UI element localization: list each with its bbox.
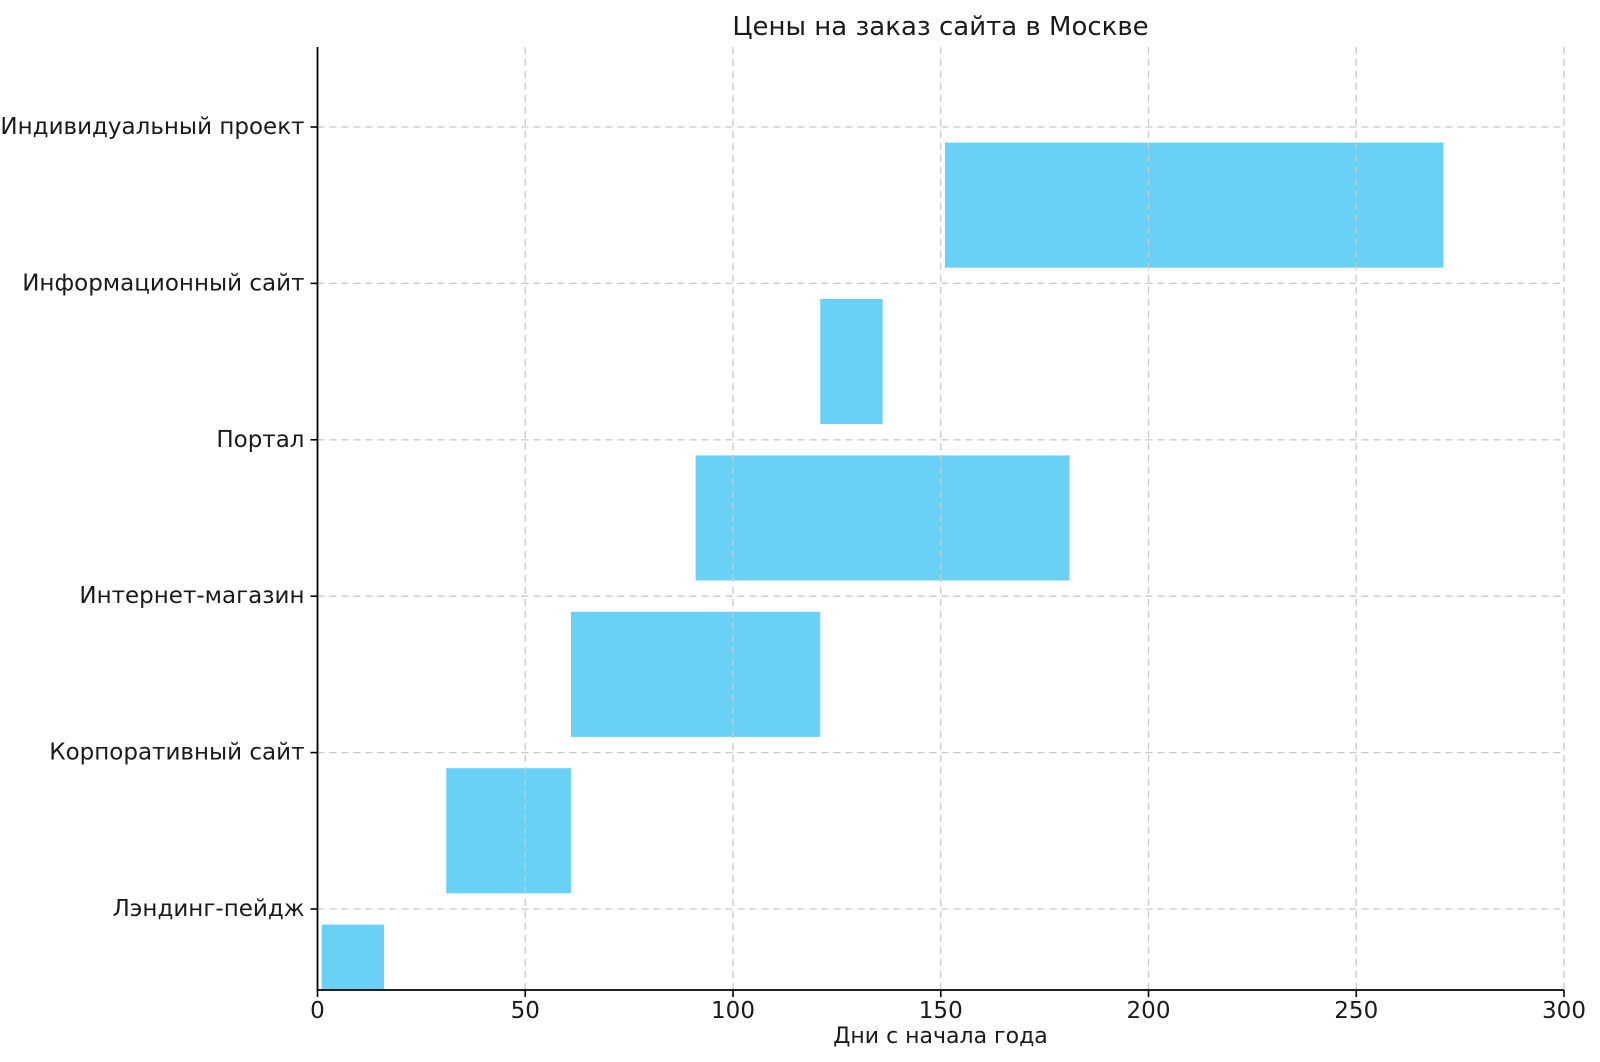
bar-4	[446, 768, 571, 894]
x-tick-label-300: 300	[1542, 998, 1586, 1024]
x-tick-label-0: 0	[310, 998, 325, 1024]
y-tick-label-0: Индивидуальный проект	[0, 114, 304, 140]
x-tick-label-250: 250	[1334, 998, 1378, 1024]
bar-3	[570, 611, 821, 737]
y-tick-label-4: Корпоративный сайт	[49, 740, 304, 766]
bar-2	[695, 455, 1070, 581]
x-tick-label-50: 50	[511, 998, 540, 1024]
bar-1	[820, 299, 883, 425]
x-tick-label-100: 100	[711, 998, 755, 1024]
y-tick-label-3: Интернет-магазин	[79, 583, 304, 609]
y-tick-label-1: Информационный сайт	[22, 270, 304, 296]
y-tick-label-2: Портал	[216, 427, 304, 453]
y-tick-label-5: Лэндинг-пейдж	[113, 896, 305, 922]
chart-title: Цены на заказ сайта в Москве	[732, 12, 1149, 42]
x-axis-label: Дни с начала года	[833, 1024, 1048, 1049]
x-tick-label-200: 200	[1127, 998, 1171, 1024]
bar-0	[944, 142, 1444, 268]
bar-5	[321, 924, 384, 990]
x-tick-label-150: 150	[919, 998, 963, 1024]
